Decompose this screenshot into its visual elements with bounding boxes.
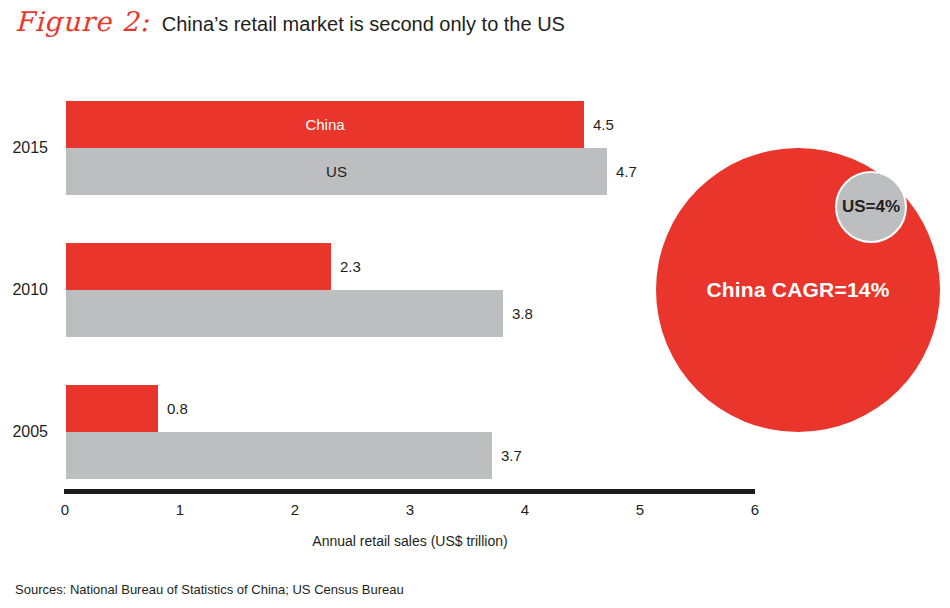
us-bar-2005 [66, 432, 492, 479]
x-axis-line [64, 489, 755, 494]
china-value-2015: 4.5 [593, 101, 614, 148]
us-value-2010: 3.8 [512, 290, 533, 337]
x-axis-label: Annual retail sales (US$ trillion) [65, 533, 755, 549]
china-bar-2005 [66, 385, 158, 432]
x-tick-2: 2 [280, 501, 310, 518]
us-cagr-bubble: US=4% [835, 171, 907, 243]
category-label-2005: 2005 [6, 385, 48, 478]
china-cagr-label: China CAGR=14% [706, 278, 889, 302]
series-label-us: US [66, 148, 607, 195]
x-tick-6: 6 [740, 501, 770, 518]
figure-page: Figure 2: China’s retail market is secon… [0, 0, 950, 608]
x-tick-4: 4 [510, 501, 540, 518]
x-tick-5: 5 [625, 501, 655, 518]
x-tick-0: 0 [50, 501, 80, 518]
x-tick-3: 3 [395, 501, 425, 518]
us-value-2005: 3.7 [501, 432, 522, 479]
china-bar-2015: China [66, 101, 584, 148]
china-value-2010: 2.3 [340, 243, 361, 290]
china-value-2005: 0.8 [167, 385, 188, 432]
series-label-china: China [66, 101, 584, 148]
us-bar-2010 [66, 290, 503, 337]
us-bar-2015: US [66, 148, 607, 195]
sources-note: Sources: National Bureau of Statistics o… [15, 582, 404, 597]
china-bar-2010 [66, 243, 331, 290]
category-label-2015: 2015 [6, 101, 48, 194]
us-cagr-label: US=4% [842, 197, 900, 217]
x-tick-1: 1 [165, 501, 195, 518]
category-label-2010: 2010 [6, 243, 48, 336]
us-value-2015: 4.7 [616, 148, 637, 195]
